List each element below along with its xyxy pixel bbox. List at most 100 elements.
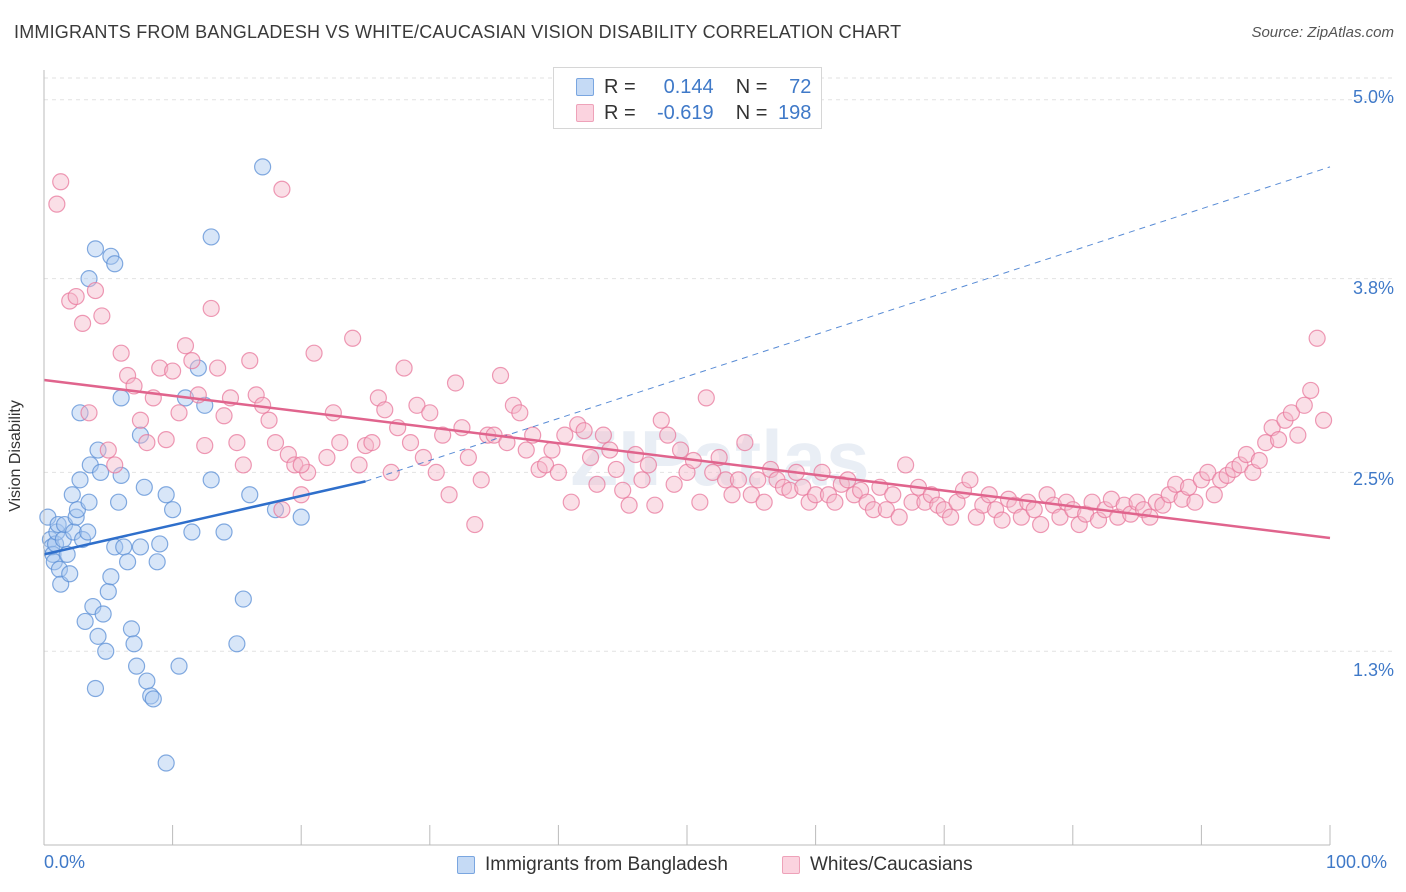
data-point <box>1070 515 1088 534</box>
data-point <box>440 486 458 504</box>
data-point <box>1051 508 1069 526</box>
data-point <box>517 441 535 459</box>
data-point <box>151 359 169 377</box>
data-point <box>106 255 124 273</box>
data-point <box>408 396 426 414</box>
data-point <box>794 478 812 496</box>
data-point <box>52 173 70 191</box>
data-point <box>157 431 175 449</box>
data-point <box>1179 478 1198 496</box>
data-point <box>157 486 175 504</box>
data-point <box>652 411 670 429</box>
data-point <box>1308 329 1326 347</box>
data-point <box>80 404 98 422</box>
data-point <box>884 486 902 504</box>
legend-swatch-blue <box>576 78 594 96</box>
legend-swatch-pink <box>576 104 594 122</box>
data-point <box>125 635 143 653</box>
data-point <box>50 560 69 578</box>
data-point <box>472 471 490 489</box>
x-tick-label-max: 100.0% <box>1326 852 1388 872</box>
data-point <box>331 433 349 452</box>
data-point <box>1083 493 1101 511</box>
data-point <box>569 416 587 434</box>
data-point <box>234 456 252 474</box>
data-point <box>575 422 593 440</box>
data-point <box>170 657 188 675</box>
data-point <box>421 404 439 422</box>
data-point <box>1257 433 1275 452</box>
data-point <box>1218 466 1236 484</box>
data-point <box>142 687 160 705</box>
data-point <box>742 486 760 504</box>
data-point <box>987 501 1005 519</box>
legend-row-whites: R = -0.619 N = 198 <box>576 101 811 125</box>
data-point <box>176 337 195 355</box>
data-point <box>99 583 117 601</box>
correlation-legend: R = 0.144 N = 72 R = -0.619 N = 198 <box>553 67 822 129</box>
data-point <box>228 635 246 653</box>
data-point <box>897 456 915 474</box>
data-point <box>164 501 182 519</box>
data-point <box>183 523 201 541</box>
data-point <box>382 463 400 482</box>
data-point <box>581 448 600 467</box>
legend-label: Whites/Caucasians <box>810 854 973 875</box>
data-point <box>1289 426 1307 444</box>
data-point <box>1154 496 1172 514</box>
data-point <box>144 690 162 708</box>
data-point <box>1199 463 1217 482</box>
data-point <box>691 493 709 511</box>
data-point <box>157 754 175 772</box>
data-point <box>665 475 683 493</box>
data-point <box>588 475 606 493</box>
data-point <box>49 515 67 534</box>
data-point <box>1314 411 1333 429</box>
data-point <box>202 471 220 489</box>
data-point <box>148 553 166 571</box>
data-point <box>826 493 844 511</box>
legend-swatch-pink <box>782 856 800 874</box>
data-point <box>102 568 120 586</box>
legend-item-whites[interactable]: Whites/Caucasians <box>782 852 973 878</box>
data-point <box>254 158 272 176</box>
data-point <box>1032 515 1050 534</box>
data-point <box>260 411 278 429</box>
data-point <box>228 433 246 452</box>
data-point <box>73 314 92 332</box>
n-value: 72 <box>789 75 812 98</box>
data-point <box>877 501 895 519</box>
data-point <box>99 441 117 459</box>
data-point <box>376 401 394 419</box>
data-point <box>401 433 420 452</box>
data-point <box>67 287 85 306</box>
data-point <box>363 433 381 452</box>
data-point <box>202 228 220 246</box>
data-point <box>395 359 413 377</box>
y-tick-label-1-3: 1.3% <box>1352 660 1394 680</box>
data-point <box>1231 456 1249 474</box>
trend-line-bangladesh-extension <box>365 166 1331 482</box>
data-point <box>491 366 510 385</box>
data-point <box>91 463 110 482</box>
legend-item-bangladesh[interactable]: Immigrants from Bangladesh <box>457 852 728 878</box>
data-point <box>942 508 960 526</box>
data-point <box>806 486 825 504</box>
data-point <box>109 493 128 511</box>
data-point <box>112 344 130 362</box>
legend-swatch-blue <box>457 856 475 874</box>
data-point <box>1269 431 1288 449</box>
data-point <box>61 565 79 583</box>
data-point <box>122 620 141 638</box>
data-point <box>292 456 310 474</box>
data-point <box>1186 493 1204 511</box>
data-point <box>1012 508 1030 526</box>
data-point <box>48 195 66 213</box>
data-point <box>671 441 690 459</box>
data-point <box>118 366 137 385</box>
data-point <box>202 299 220 318</box>
data-point <box>279 445 297 464</box>
data-point <box>305 344 323 362</box>
data-point <box>903 493 921 511</box>
data-point <box>209 359 227 377</box>
